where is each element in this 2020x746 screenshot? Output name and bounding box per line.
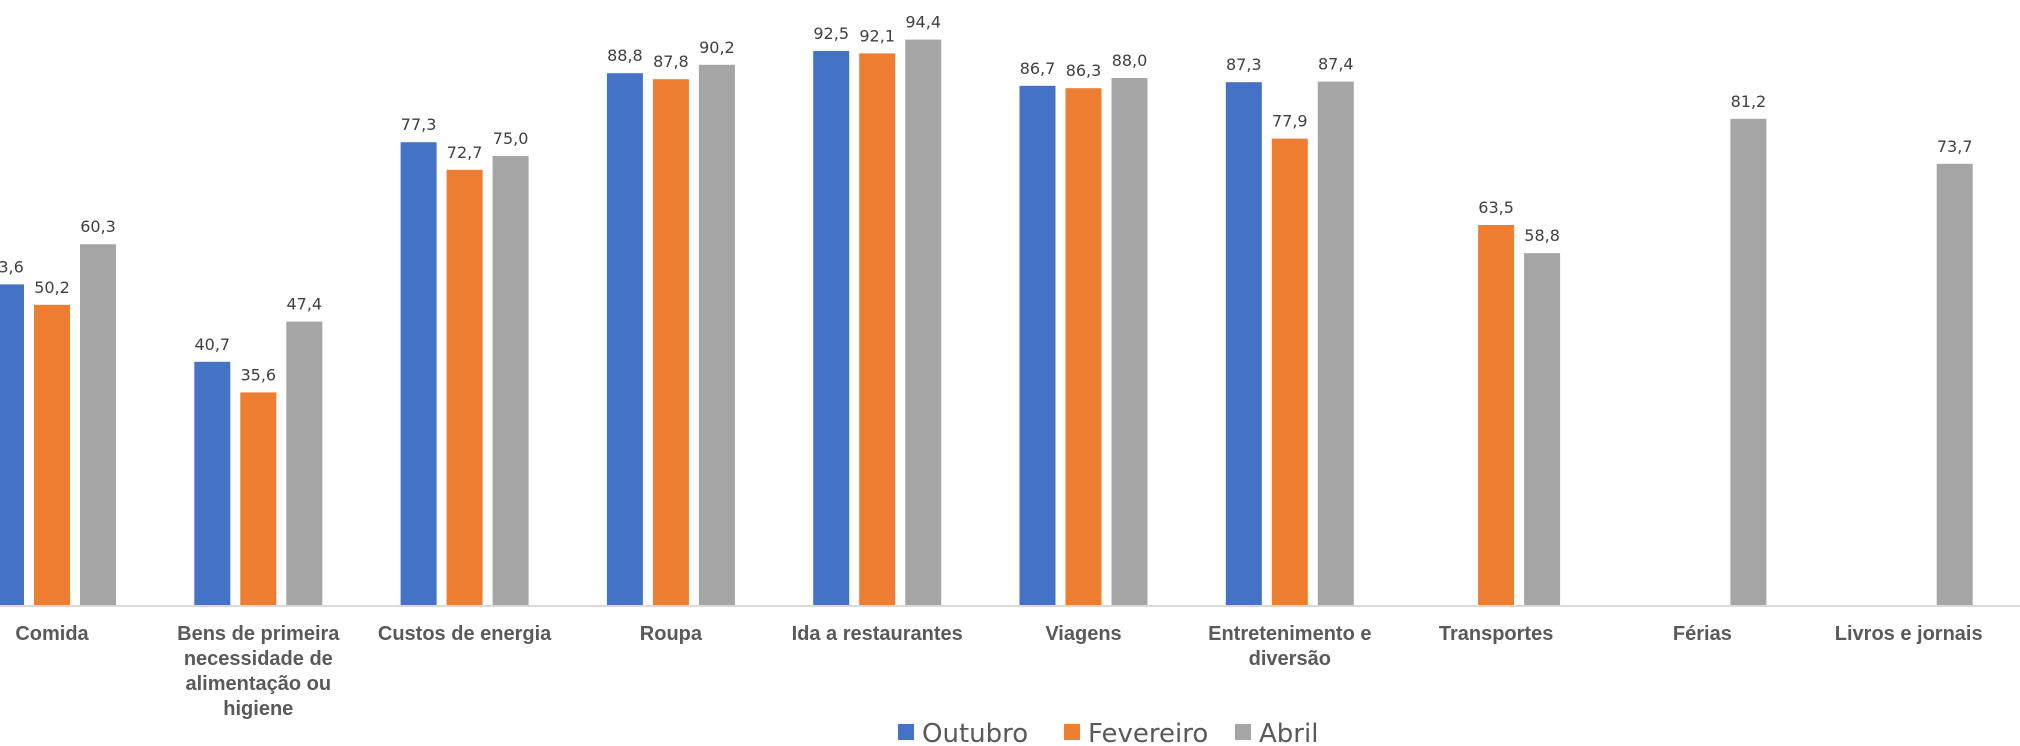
data-label-fevereiro-1: 35,6 <box>240 365 276 384</box>
data-label-abril-7: 58,8 <box>1524 226 1560 245</box>
bar-abril-2 <box>492 156 529 606</box>
category-label-line: Transportes <box>1439 623 1553 645</box>
category-label-6: Entretenimento e diversão <box>1208 623 1371 670</box>
bar-outubro-5 <box>1019 85 1056 607</box>
legend-swatch-outubro <box>898 724 914 740</box>
bar-abril-0 <box>80 244 116 606</box>
category-label-2: Custos de energia <box>378 623 552 645</box>
value-labels-layer: 53,6 50,2 60,3 40,7 35,6 47,4 77,3 72,7 75,0 88,8… <box>0 13 1973 385</box>
bar-abril-5 <box>1111 78 1148 606</box>
category-label-5: Viagens <box>1045 623 1121 645</box>
category-label-line: alimentação ou <box>185 673 331 695</box>
bar-abril-9 <box>1936 163 1973 607</box>
category-label-1: Bens de primeira necessidade de alimentaçã… <box>177 623 340 720</box>
bar-outubro-6 <box>1225 82 1262 606</box>
category-label-3: Roupa <box>640 623 703 645</box>
bar-fevereiro-1 <box>240 392 277 606</box>
category-label-line: Férias <box>1673 623 1732 645</box>
category-label-line: Ida a restaurantes <box>792 623 963 645</box>
data-label-abril-9: 73,7 <box>1937 137 1973 156</box>
data-label-abril-2: 75,0 <box>493 129 529 148</box>
data-label-outubro-3: 88,8 <box>607 46 643 65</box>
bar-fevereiro-7 <box>1478 225 1515 606</box>
bar-abril-1 <box>286 321 323 606</box>
data-label-abril-8: 81,2 <box>1731 92 1767 111</box>
bar-abril-8 <box>1730 118 1767 607</box>
legend: Outubro Fevereiro Abril <box>898 719 1318 746</box>
bar-abril-6 <box>1317 81 1354 607</box>
data-label-outubro-0: 53,6 <box>0 257 24 276</box>
category-label-7: Transportes <box>1439 623 1553 645</box>
category-label-line: Viagens <box>1045 623 1121 645</box>
data-label-abril-1: 47,4 <box>286 295 322 314</box>
bar-fevereiro-6 <box>1271 138 1308 606</box>
category-label-line: higiene <box>223 698 293 720</box>
category-label-0: Comida <box>15 623 89 645</box>
category-labels-layer: Comida Bens de primeira necessidade de alim… <box>15 623 1982 720</box>
data-label-outubro-1: 40,7 <box>194 335 230 354</box>
legend-label-fevereiro: Fevereiro <box>1088 719 1208 746</box>
category-label-line: Bens de primeira <box>177 623 340 645</box>
bar-abril-3 <box>698 64 735 607</box>
data-label-outubro-2: 77,3 <box>401 115 437 134</box>
bar-abril-4 <box>905 39 942 607</box>
bar-outubro-0 <box>0 284 24 606</box>
category-label-line: Entretenimento e <box>1208 623 1371 645</box>
bar-abril-7 <box>1524 253 1561 606</box>
bar-outubro-4 <box>813 51 850 606</box>
category-label-line: diversão <box>1249 648 1331 670</box>
category-label-9: Livros e jornais <box>1835 623 1983 645</box>
category-label-8: Férias <box>1673 623 1732 645</box>
data-label-abril-4: 94,4 <box>905 13 941 32</box>
legend-label-outubro: Outubro <box>922 719 1028 746</box>
legend-swatch-abril <box>1235 724 1251 740</box>
bar-fevereiro-4 <box>859 53 896 606</box>
data-label-outubro-5: 86,7 <box>1020 59 1056 78</box>
legend-swatch-fevereiro <box>1064 724 1080 740</box>
data-label-abril-0: 60,3 <box>80 217 116 236</box>
bar-fevereiro-0 <box>34 304 70 606</box>
data-label-outubro-6: 87,3 <box>1226 55 1262 74</box>
category-label-4: Ida a restaurantes <box>792 623 963 645</box>
bar-outubro-2 <box>400 142 437 606</box>
data-label-fevereiro-6: 77,9 <box>1272 112 1308 131</box>
data-label-abril-3: 90,2 <box>699 38 735 57</box>
bar-outubro-1 <box>194 361 231 606</box>
data-label-fevereiro-5: 86,3 <box>1066 61 1102 80</box>
category-label-line: Comida <box>15 623 89 645</box>
data-label-outubro-4: 92,5 <box>813 24 849 43</box>
data-label-fevereiro-0: 50,2 <box>34 278 70 297</box>
category-label-line: Livros e jornais <box>1835 623 1983 645</box>
bar-outubro-3 <box>606 73 643 606</box>
category-label-line: necessidade de <box>184 648 333 670</box>
data-label-abril-6: 87,4 <box>1318 55 1354 74</box>
data-label-fevereiro-3: 87,8 <box>653 52 689 71</box>
category-label-line: Roupa <box>640 623 703 645</box>
legend-label-abril: Abril <box>1259 719 1318 746</box>
data-label-abril-5: 88,0 <box>1112 51 1148 70</box>
category-label-line: Custos de energia <box>378 623 552 645</box>
data-label-fevereiro-4: 92,1 <box>859 26 895 45</box>
data-label-fevereiro-2: 72,7 <box>447 143 483 162</box>
bar-fevereiro-2 <box>446 169 483 607</box>
bar-fevereiro-5 <box>1065 88 1102 606</box>
bars-layer <box>0 39 1973 607</box>
bar-fevereiro-3 <box>652 79 689 606</box>
data-label-fevereiro-7: 63,5 <box>1478 198 1514 217</box>
